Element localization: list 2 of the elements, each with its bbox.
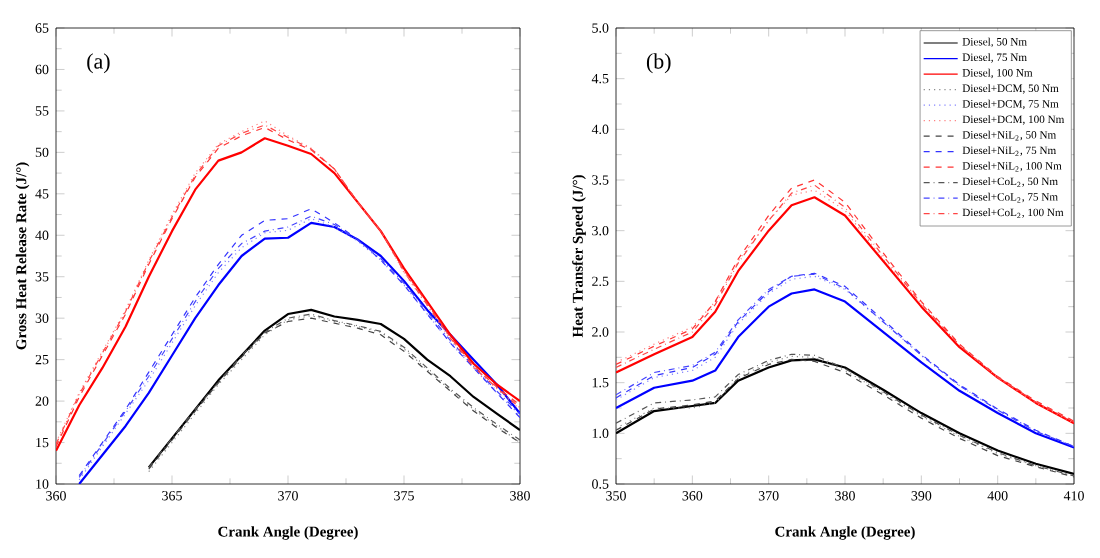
annotation: (b): [646, 53, 671, 74]
annotation: (a): [87, 53, 110, 74]
